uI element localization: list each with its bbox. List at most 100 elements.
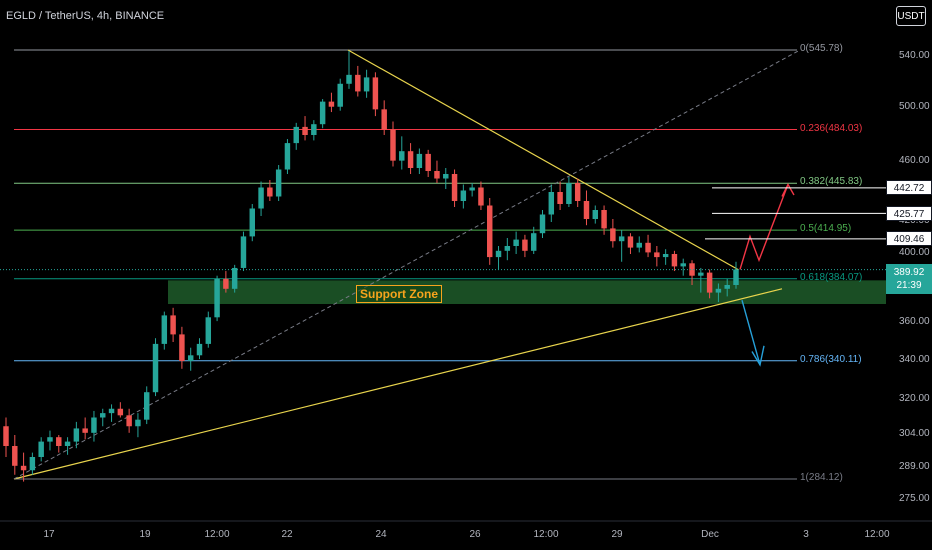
candle-body [689,263,695,276]
candle-body [715,288,722,293]
candle-body [117,408,124,416]
x-tick-label: 19 [139,529,151,540]
candle-body [574,183,581,201]
candle-body [319,101,326,125]
support-zone-layer [168,280,886,304]
symbol-title[interactable]: EGLD / TetherUS, 4h, BINANCE [6,10,165,22]
y-tick-label: 275.00 [899,493,930,504]
candle-body [636,242,642,248]
candle [592,205,599,224]
fib-label-0.236: 0.236(484.03) [800,122,863,134]
candle [311,120,317,141]
candle-body [363,77,370,92]
candle-body [126,415,132,427]
candle [135,413,141,438]
candle-body [29,457,36,471]
candle [671,250,678,272]
candle [126,408,132,433]
x-tick-label: 26 [469,529,481,540]
candle [3,417,9,457]
candle-body [610,228,616,242]
candle-body [223,278,229,289]
candle-body [416,153,423,168]
x-tick-label: 12:00 [533,529,559,540]
candle [284,139,291,174]
candle [715,283,722,303]
candle-body [258,187,264,209]
candle-body [196,343,203,356]
candle [100,408,106,427]
fib-label-1: 1(284.12) [800,472,843,483]
candle-body [698,272,704,276]
candle-body [205,317,212,344]
y-tick-label: 340.00 [899,354,930,365]
candle [645,234,651,258]
candle-body [390,129,396,161]
target-price-box: 442.72 [886,180,932,196]
last-price-value: 389.92 [893,267,925,278]
candle-body [680,263,686,267]
target-price-box: 409.46 [886,231,932,247]
currency-badge[interactable]: USDT [896,6,926,26]
candle-body [3,426,9,446]
candle-body [249,208,255,237]
candle [574,178,581,207]
candle-body [179,334,185,361]
candle-body [662,254,669,258]
candle [363,69,370,98]
candle-body [487,205,493,258]
candle [29,452,36,475]
candle-body [618,236,625,242]
candle [47,430,53,451]
candle-body [12,446,18,466]
candle [231,264,238,293]
candle-body [20,465,27,471]
descending-trendline [347,49,739,271]
candle-body [601,210,607,229]
candle [487,198,493,265]
candle-body [548,192,555,215]
candle [689,260,695,285]
candle [451,169,458,207]
candle-body [407,151,414,168]
candle-body [627,236,634,248]
candle [372,72,379,117]
candle-body [275,169,282,197]
candle [73,421,80,449]
candle [460,184,467,209]
candle [434,160,440,183]
target-price-box: 425.77 [886,205,932,221]
candle-body [284,143,291,170]
candle-body [267,187,273,197]
candle-body [311,124,317,135]
candle-body [504,246,511,251]
candle [355,65,361,97]
x-tick-label: Dec [701,529,719,540]
candle [504,238,511,261]
candle-body [355,74,361,92]
candle [117,402,124,418]
x-tick-label: 24 [375,529,387,540]
candle [601,205,607,235]
candle-body [64,441,71,446]
fib-label-0.382: 0.382(445.83) [800,176,863,188]
candle-body [135,419,141,427]
candle [548,184,555,222]
support-zone-label: Support Zone [356,285,442,303]
candle-body [724,285,730,289]
candle-body [706,272,713,293]
candle-body [469,187,475,191]
x-tick-label: 17 [43,529,55,540]
candle [302,116,308,141]
candle [267,180,273,201]
candle [170,307,176,342]
x-tick-label: 12:00 [204,529,230,540]
candle [91,410,97,442]
candle [469,183,475,197]
candle-body [73,428,80,442]
candle-body [478,187,484,206]
candle-body [381,109,387,130]
x-tick-label: 3 [803,529,809,540]
candle [161,311,168,350]
